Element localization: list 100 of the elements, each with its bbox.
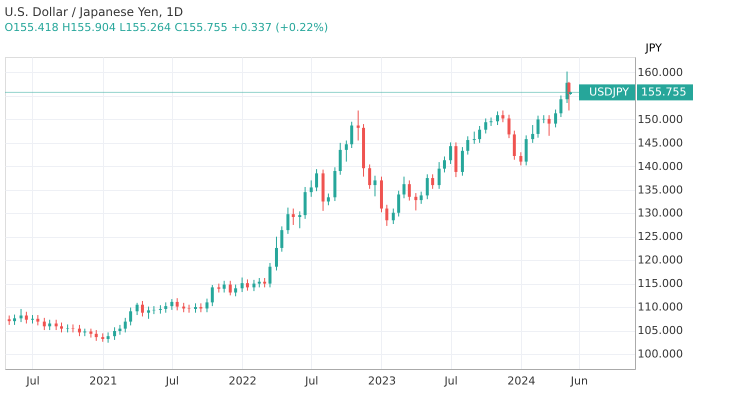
candlestick bbox=[292, 208, 295, 226]
candlestick bbox=[170, 298, 174, 310]
candlestick bbox=[20, 308, 23, 323]
text: 155.755 bbox=[641, 85, 686, 98]
candlestick bbox=[385, 204, 388, 226]
candlestick bbox=[408, 180, 411, 202]
candlestick bbox=[263, 277, 266, 288]
candlestick bbox=[304, 186, 307, 220]
candlestick bbox=[152, 306, 156, 315]
candlestick bbox=[326, 193, 330, 206]
x-tick-label: 2023 bbox=[368, 374, 396, 388]
candlestick bbox=[78, 324, 81, 337]
candlestick bbox=[484, 118, 488, 134]
candlestick bbox=[472, 131, 476, 144]
candlestick bbox=[268, 262, 272, 288]
ref-line-label: USDJPY bbox=[589, 85, 630, 98]
candlestick bbox=[442, 156, 446, 173]
candlestick bbox=[438, 162, 441, 190]
chart-subtitle: O155.418 H155.904 L155.264 C155.755 +0.337 (+0.22%) bbox=[4, 21, 328, 34]
x-tick-label: Jul bbox=[443, 374, 458, 388]
candlestick bbox=[536, 115, 540, 138]
y-tick-label: 135.000 bbox=[638, 183, 683, 196]
candlestick bbox=[94, 330, 98, 342]
candlestick bbox=[240, 277, 244, 293]
x-tick-label: Jul bbox=[25, 374, 40, 388]
candlestick bbox=[414, 192, 418, 211]
candlestick bbox=[210, 284, 214, 307]
candlestick bbox=[531, 124, 534, 144]
y-axis-title: JPY bbox=[644, 42, 662, 54]
candlestick bbox=[298, 210, 302, 229]
y-tick-label: 160.000 bbox=[638, 66, 683, 79]
y-tick-label: 145.000 bbox=[638, 136, 683, 150]
candlestick bbox=[554, 109, 558, 128]
candlestick bbox=[478, 125, 482, 144]
candlestick bbox=[350, 121, 354, 149]
candlestick bbox=[310, 180, 313, 198]
candlestick bbox=[113, 326, 116, 340]
candlestick bbox=[129, 307, 132, 326]
candlestick bbox=[496, 110, 500, 126]
x-tick-label: Jul bbox=[164, 374, 179, 388]
candlestick bbox=[176, 298, 179, 311]
x-tick-label: 2022 bbox=[228, 374, 257, 388]
candlestick bbox=[512, 130, 516, 160]
candlestick bbox=[124, 317, 127, 333]
candlestick bbox=[501, 110, 504, 123]
candlestick bbox=[392, 208, 395, 225]
candlestick bbox=[246, 278, 249, 292]
candlestick bbox=[118, 324, 122, 336]
candlestick bbox=[368, 164, 372, 190]
candlestick bbox=[194, 302, 198, 314]
candlestick bbox=[234, 284, 238, 297]
candlestick bbox=[373, 175, 376, 197]
y-tick-label: 140.000 bbox=[638, 160, 683, 173]
x-tick-label: Jun bbox=[570, 374, 588, 388]
candlestick bbox=[140, 300, 144, 317]
chart-title: U.S. Dollar / Japanese Yen, 1D bbox=[4, 5, 184, 19]
candlestick bbox=[258, 277, 261, 288]
candlestick bbox=[42, 317, 46, 331]
candlestick bbox=[71, 324, 74, 333]
candlestick bbox=[66, 324, 70, 333]
candlestick bbox=[48, 319, 52, 331]
candlestick bbox=[466, 136, 470, 156]
candlestick bbox=[164, 302, 168, 314]
candlestick bbox=[24, 311, 28, 324]
candlestick bbox=[402, 176, 406, 199]
candlestick bbox=[136, 302, 139, 316]
y-tick-label: 110.000 bbox=[638, 300, 683, 314]
x-tick-label: 2021 bbox=[89, 374, 118, 388]
candlestick bbox=[54, 319, 58, 331]
candlestick bbox=[559, 94, 562, 118]
candlestick bbox=[356, 110, 360, 142]
candlestick bbox=[338, 142, 342, 176]
candlestick bbox=[280, 226, 284, 252]
candlestick bbox=[426, 174, 429, 200]
candlestick bbox=[508, 114, 510, 139]
candlestick bbox=[460, 146, 464, 176]
y-tick-label: 115.000 bbox=[638, 277, 683, 290]
candlestick bbox=[519, 152, 522, 166]
candlestick bbox=[344, 140, 348, 162]
candlestick bbox=[542, 114, 546, 124]
candlestick bbox=[205, 298, 208, 313]
candlestick bbox=[106, 332, 110, 344]
y-tick-label: 120.000 bbox=[638, 254, 683, 267]
candlestick bbox=[315, 168, 318, 192]
y-tick-label: 130.000 bbox=[638, 206, 683, 220]
x-tick-label: 2024 bbox=[507, 374, 536, 388]
candlestick bbox=[524, 134, 528, 166]
candlestick bbox=[286, 207, 290, 234]
candlestick bbox=[188, 304, 191, 314]
candlestick bbox=[397, 190, 400, 218]
candlestick bbox=[274, 236, 278, 271]
y-tick-label: 100.000 bbox=[638, 347, 683, 360]
candlestick bbox=[431, 174, 434, 190]
y-tick-label: 105.000 bbox=[638, 324, 683, 338]
candlestick bbox=[252, 279, 256, 292]
candlestick bbox=[228, 280, 232, 296]
y-tick-label: 150.000 bbox=[638, 112, 683, 126]
x-tick-label: Jul bbox=[304, 374, 318, 388]
candlestick bbox=[420, 191, 423, 204]
y-tick-label: 125.000 bbox=[638, 230, 683, 244]
